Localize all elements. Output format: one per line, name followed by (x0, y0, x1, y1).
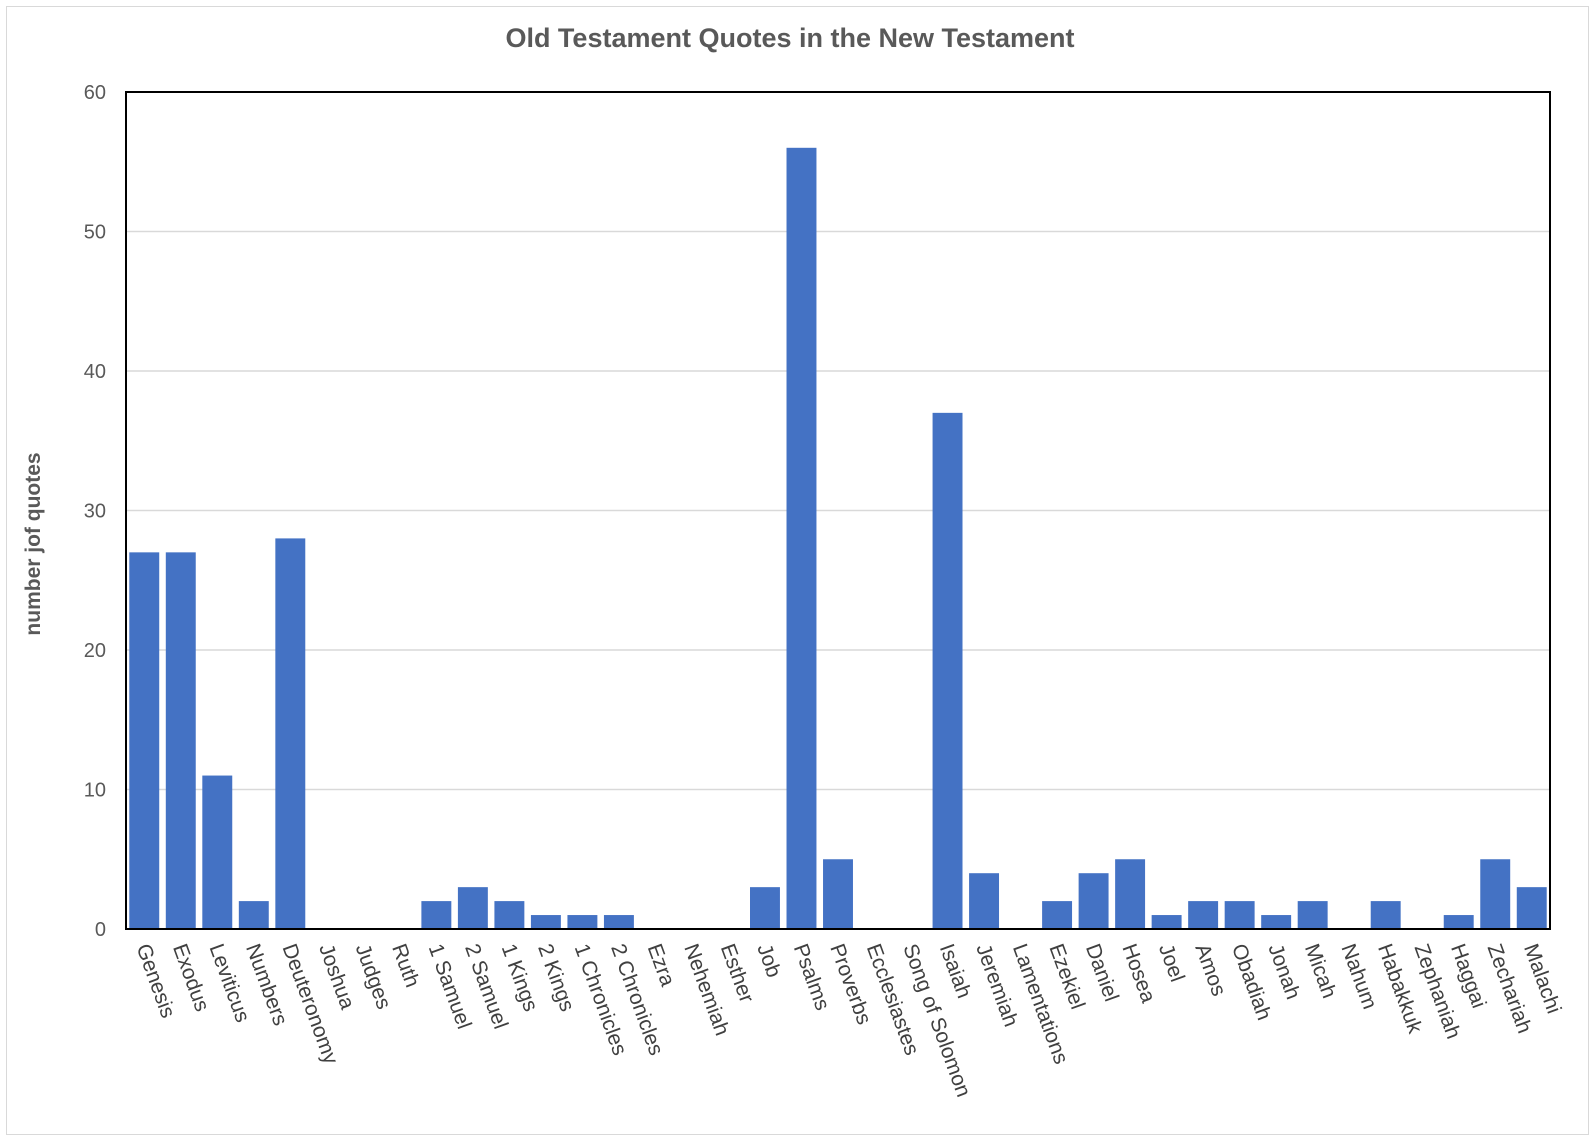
y-tick-label: 30 (84, 501, 106, 523)
bar (932, 412, 963, 930)
bar (1224, 901, 1255, 929)
bar (750, 887, 780, 929)
plot-area-border (125, 91, 1551, 930)
y-axis-label: number jof quotes (22, 452, 45, 635)
bar (238, 901, 269, 929)
x-tick-label: Ruth (387, 941, 424, 991)
bar (457, 887, 488, 929)
bar (1042, 901, 1073, 929)
y-tick-label: 50 (84, 222, 106, 244)
bar (421, 901, 452, 929)
bar (603, 915, 634, 929)
x-tick-label: Esther (716, 941, 758, 1006)
x-tick-label: Hosea (1117, 941, 1159, 1006)
bar (786, 147, 817, 930)
gridlines (126, 230, 1550, 791)
x-axis-ticks: GenesisExodusLeviticusNumbersDeuteronomy… (132, 941, 1566, 1100)
y-axis-ticks: 0 10 20 30 40 50 60 (84, 82, 106, 941)
x-tick-label: Isaiah (935, 941, 976, 1002)
bar (1443, 915, 1474, 929)
bar (1370, 901, 1401, 929)
y-tick-label: 60 (84, 82, 106, 104)
bar (1115, 859, 1146, 929)
bar (1297, 901, 1328, 929)
x-tick-label: Ezra (643, 941, 679, 990)
y-tick-label: 20 (84, 640, 106, 662)
x-tick-label: Amos (1190, 941, 1230, 999)
y-tick-label: 40 (84, 361, 106, 383)
chart-title: Old Testament Quotes in the New Testamen… (505, 23, 1074, 53)
bar (275, 538, 306, 929)
x-tick-label: Micah (1300, 941, 1341, 1002)
bar (823, 859, 853, 929)
bar (165, 552, 196, 929)
bar (969, 873, 1000, 929)
x-tick-label: Jonah (1263, 941, 1304, 1003)
bar (129, 552, 160, 929)
bar (1078, 873, 1109, 929)
bar (530, 915, 561, 929)
bar (567, 915, 598, 929)
y-tick-label: 10 (84, 780, 106, 802)
x-tick-label: Joel (1154, 941, 1189, 985)
bar (1480, 859, 1511, 929)
bar (1151, 915, 1182, 929)
bar (202, 775, 233, 929)
x-tick-label: Daniel (1081, 941, 1123, 1005)
x-tick-label: Job (752, 941, 785, 981)
bar (1261, 915, 1292, 929)
y-tick-label: 0 (95, 919, 106, 941)
bar (1516, 887, 1547, 929)
bar (494, 901, 525, 929)
bar (1188, 901, 1219, 929)
bars (129, 147, 1547, 930)
